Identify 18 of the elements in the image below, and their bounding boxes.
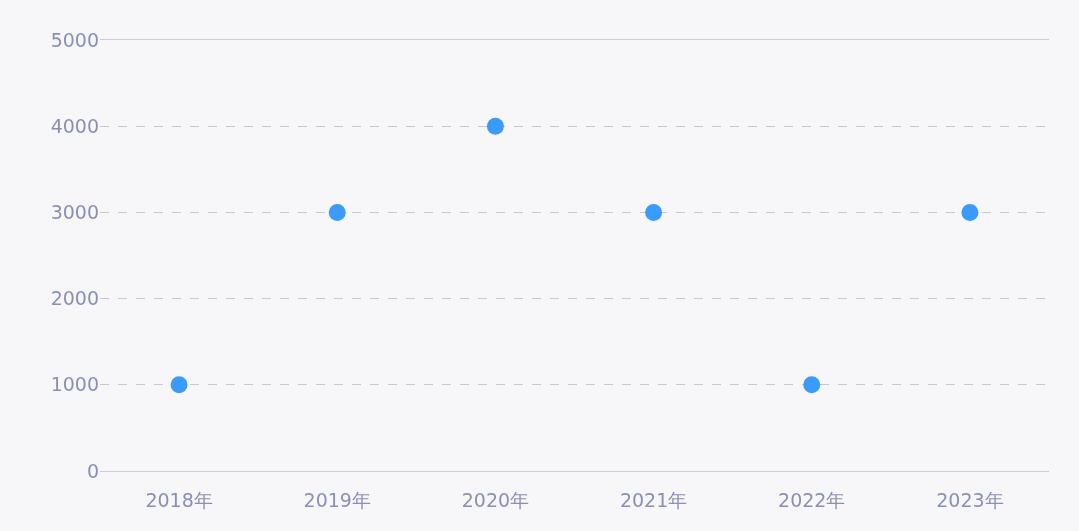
point	[645, 203, 663, 221]
x-tick-label: 2023年	[936, 488, 1004, 511]
point	[170, 376, 188, 394]
point	[328, 203, 346, 221]
point	[803, 376, 821, 394]
x-tick-label: 2019年	[303, 488, 371, 511]
x-tick-label: 2018年	[145, 488, 213, 511]
point	[486, 117, 504, 135]
y-tick-label: 1000	[50, 373, 99, 396]
y-tick-label: 4000	[50, 114, 99, 137]
y-tick-label: 0	[86, 459, 99, 482]
x-tick-label: 2022年	[778, 488, 846, 511]
point	[961, 203, 979, 221]
x-tick-label: 2020年	[461, 488, 530, 511]
x-tick-label: 2021年	[619, 488, 688, 511]
y-tick-label: 3000	[50, 201, 99, 224]
y-tick-label: 2000	[50, 287, 99, 310]
y-tick-label: 5000	[50, 28, 99, 51]
